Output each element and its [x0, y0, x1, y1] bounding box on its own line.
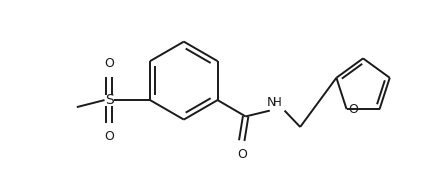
Text: O: O	[104, 57, 114, 70]
Text: O: O	[104, 130, 114, 143]
Text: H: H	[273, 96, 281, 109]
Text: S: S	[105, 93, 114, 107]
Text: N: N	[267, 96, 276, 109]
Text: O: O	[237, 148, 247, 161]
Text: O: O	[349, 103, 358, 116]
